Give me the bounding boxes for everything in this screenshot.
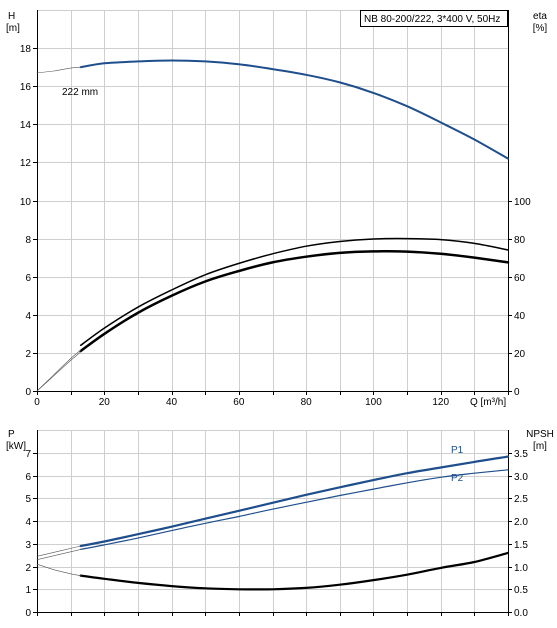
- series-line-eta-lower: [79, 249, 510, 353]
- right-tick-label: 0: [514, 387, 520, 398]
- left-tick-label: 8: [25, 235, 31, 246]
- left-tick-label: 16: [20, 82, 32, 93]
- x-tick-label: 120: [432, 397, 449, 408]
- series-line-eta-extension-1: [36, 349, 81, 392]
- series-line-p2-extension: [36, 549, 81, 560]
- left-tick-label: 6: [25, 273, 31, 284]
- left-tick-label: 12: [20, 158, 32, 169]
- right-tick-label: 20: [514, 349, 526, 360]
- left-tick-label: 2: [25, 563, 31, 574]
- series-line-h: [79, 59, 509, 160]
- left-tick-label: 10: [20, 197, 32, 208]
- right-axis-label-line2: [%]: [533, 23, 548, 34]
- x-tick-label: 0: [34, 397, 40, 408]
- right-axis-label-line1: eta: [533, 11, 547, 22]
- right-tick-label: 0.5: [514, 585, 528, 596]
- left-tick-label: 0: [25, 608, 31, 619]
- left-tick-label: 2: [25, 349, 31, 360]
- left-tick-label: 4: [25, 517, 31, 528]
- right-tick-label: 2.0: [514, 517, 528, 528]
- left-tick-label: 3: [25, 540, 31, 551]
- right-tick-label: 3.0: [514, 472, 528, 483]
- right-tick-label: 100: [514, 197, 531, 208]
- left-tick-label: 14: [20, 120, 32, 131]
- right-tick-label: 2.5: [514, 494, 528, 505]
- right-axis-label-line2: [m]: [533, 441, 547, 452]
- series-line-p1-extension: [36, 545, 81, 557]
- right-axis-label-line1: NPSH: [526, 429, 554, 440]
- right-tick-label: 40: [514, 311, 526, 322]
- x-axis-label: Q [m³/h]: [470, 397, 506, 408]
- left-tick-label: 18: [20, 44, 32, 55]
- left-tick-label: 6: [25, 472, 31, 483]
- x-tick-label: 80: [301, 397, 313, 408]
- series-line-h-extension: [36, 66, 81, 74]
- title-box: [360, 10, 508, 27]
- left-tick-label: 5: [25, 494, 31, 505]
- right-tick-label: 3.5: [514, 449, 528, 460]
- x-tick-label: 100: [365, 397, 382, 408]
- x-tick-label: 40: [166, 397, 178, 408]
- left-tick-label: 0: [25, 387, 31, 398]
- right-tick-label: 80: [514, 235, 526, 246]
- series-line-eta-extension-2: [36, 351, 81, 392]
- left-tick-label: 4: [25, 311, 31, 322]
- right-tick-label: 60: [514, 273, 526, 284]
- x-tick-label: 20: [99, 397, 111, 408]
- series-line-p1: [79, 455, 510, 548]
- left-tick-label: 1: [25, 585, 31, 596]
- left-axis-label-line1: H: [8, 11, 15, 22]
- series-line-npsh-extension: [36, 563, 81, 576]
- left-tick-label: 7: [25, 449, 31, 460]
- legend-label-p2: P2: [451, 473, 464, 484]
- x-tick-label: 60: [233, 397, 245, 408]
- left-axis-label-line2: [m]: [6, 23, 20, 34]
- right-tick-label: 0.0: [514, 608, 528, 619]
- series-line-p2: [80, 469, 509, 550]
- right-tick-label: 1.5: [514, 540, 528, 551]
- curve-annotation: 222 mm: [62, 87, 98, 98]
- series-line-eta-upper: [79, 237, 509, 347]
- legend-label-p1: P1: [451, 445, 464, 456]
- right-tick-label: 1.0: [514, 563, 528, 574]
- chart-title: NB 80-200/222, 3*400 V, 50Hz: [364, 14, 500, 25]
- left-axis-label-line1: P: [8, 429, 15, 440]
- series-line-npsh: [79, 551, 510, 591]
- left-axis-label-line2: [kW]: [6, 441, 26, 452]
